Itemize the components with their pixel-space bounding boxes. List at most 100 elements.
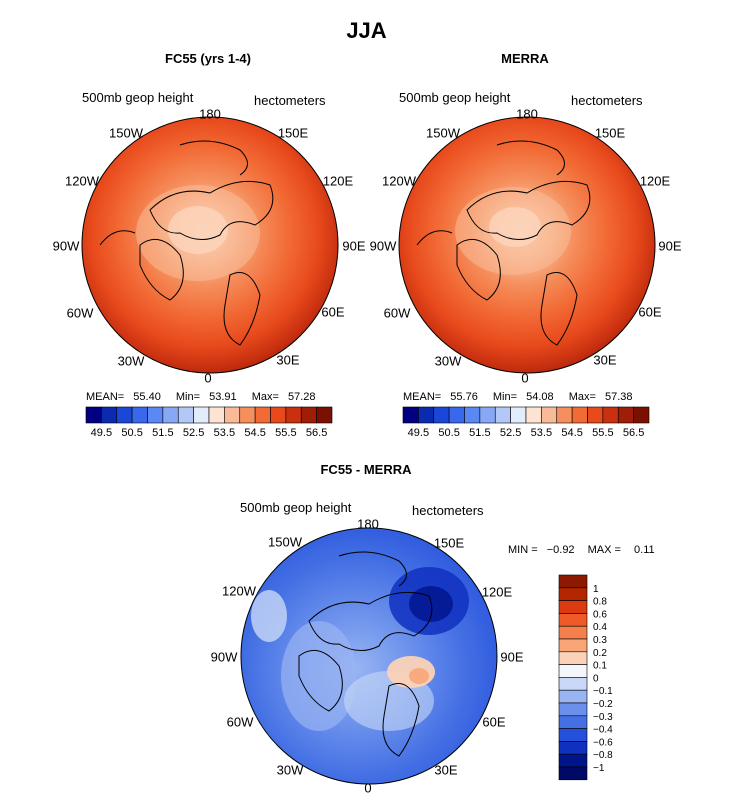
colorbar-tick-label: −0.8 (593, 750, 613, 761)
lon-label-30e: 30E (593, 352, 617, 368)
colorbar-swatch (571, 406, 588, 424)
colorbar-swatch (558, 766, 588, 781)
lon-label-120w: 120W (65, 173, 99, 189)
colorbar-swatch (556, 406, 573, 424)
colorbar-swatch (224, 406, 241, 424)
colorbar-tick-label: 54.5 (244, 427, 265, 439)
colorbar-tick-label: 0.6 (593, 609, 607, 620)
colorbar-swatch (464, 406, 481, 424)
colorbar-tick-label: 0.8 (593, 597, 607, 608)
colorbar-swatch (558, 702, 588, 717)
colorbar-tick-label: −1 (593, 763, 605, 774)
colorbar-swatch (558, 600, 588, 614)
colorbar-swatch (116, 406, 133, 424)
colorbar-tick-label: 50.5 (121, 427, 142, 439)
lon-label-0: 0 (364, 780, 372, 796)
colorbar-tick-label: 50.5 (438, 427, 459, 439)
lon-label-150e: 150E (277, 125, 309, 141)
lon-label-60w: 60W (66, 305, 94, 321)
colorbar-tick-label: −0.2 (593, 699, 613, 710)
lon-label-180: 180 (357, 516, 379, 532)
colorbar-tick-label: 1 (593, 584, 599, 595)
lon-label-150w: 150W (109, 125, 143, 141)
colorbar-swatch (558, 728, 588, 742)
colorbar-swatch (494, 406, 511, 424)
colorbar-swatch (558, 613, 588, 627)
colorbar-tick-label: 51.5 (469, 427, 490, 439)
min-label: Min= (492, 391, 518, 403)
colorbar-swatch (541, 406, 558, 424)
colorbar-swatch (558, 741, 588, 755)
stats-line-merra: MEAN= 55.76 Min= 54.08 Max= 57.38 (403, 391, 633, 403)
colorbar-swatch (558, 677, 588, 691)
colorbar-tick-label: 52.5 (500, 427, 521, 439)
colorbar-swatch (285, 406, 302, 424)
colorbar-swatch (239, 406, 256, 424)
colorbar-tick-label: 49.5 (408, 427, 429, 439)
colorbar-fc55: 49.5 50.5 51.5 52.5 53.5 54.5 55.5 56.5 (85, 406, 333, 439)
colorbar-swatch (558, 651, 588, 665)
lon-label-90e: 90E (500, 649, 524, 665)
colorbar-swatch (448, 406, 465, 424)
max-value: 57.38 (604, 391, 633, 403)
lon-label-30w: 30W (117, 353, 145, 369)
colorbar-swatch (633, 406, 650, 424)
colorbar-swatch (208, 406, 225, 424)
colorbar-swatch (617, 406, 634, 424)
max-label: MAX = (587, 544, 621, 556)
colorbar-swatch (558, 625, 588, 640)
colorbar-tick-label: 55.5 (592, 427, 613, 439)
lon-label-60e: 60E (482, 714, 506, 730)
colorbar-swatch (193, 406, 210, 424)
colorbar-swatch (558, 664, 588, 678)
colorbar-swatch (558, 574, 588, 589)
lon-label-60w: 60W (383, 305, 411, 321)
colorbar-tick-label: 56.5 (306, 427, 327, 439)
colorbar-tick-label: 53.5 (531, 427, 552, 439)
lon-label-180: 180 (199, 106, 221, 122)
colorbar-tick-label: 0.4 (593, 622, 607, 633)
colorbar-tick-label: −0.3 (593, 712, 613, 723)
colorbar-swatch (558, 689, 588, 704)
colorbar-swatch (254, 406, 271, 424)
mean-value: 55.76 (450, 391, 478, 403)
max-value: 57.28 (287, 391, 316, 403)
colorbar-tick-label: 0 (593, 673, 599, 684)
lon-label-120e: 120E (481, 584, 513, 600)
lon-label-150w: 150W (426, 125, 460, 141)
min-value: 53.91 (209, 391, 237, 403)
lon-label-90w: 90W (210, 649, 238, 665)
min-value: 54.08 (526, 391, 554, 403)
colorbar-swatch (510, 406, 527, 424)
main-title: JJA (346, 18, 387, 43)
max-label: Max= (568, 391, 596, 403)
colorbar-tick-label: −0.1 (593, 686, 613, 697)
units-label: hectometers (571, 93, 643, 108)
min-value: −0.92 (546, 544, 575, 556)
colorbar-swatch (558, 587, 588, 601)
stats-line-fc55: MEAN= 55.40 Min= 53.91 Max= 57.28 (86, 391, 316, 403)
lon-label-60w: 60W (226, 714, 254, 730)
min-label: Min= (175, 391, 201, 403)
lon-label-60e: 60E (638, 304, 662, 320)
max-value: 0.11 (634, 544, 655, 556)
lon-label-30e: 30E (434, 762, 458, 778)
min-label: MIN = (508, 544, 538, 556)
colorbar-swatch (525, 406, 542, 424)
lon-label-90w: 90W (369, 238, 397, 254)
max-label: Max= (251, 391, 279, 403)
colorbar-tick-label: 53.5 (214, 427, 235, 439)
panel-title-merra: MERRA (501, 51, 549, 66)
lon-label-60e: 60E (321, 304, 345, 320)
colorbar-swatch (85, 406, 102, 424)
colorbar-swatch (587, 406, 604, 424)
mean-value: 55.40 (133, 391, 161, 403)
lon-label-120w: 120W (382, 173, 416, 189)
lon-label-90w: 90W (52, 238, 80, 254)
mean-label: MEAN= (403, 391, 442, 403)
colorbar-tick-label: 0.3 (593, 635, 607, 646)
colorbar-swatch (131, 406, 148, 424)
colorbar-swatch (433, 406, 450, 424)
lon-label-0: 0 (521, 370, 529, 386)
lon-label-30e: 30E (276, 352, 300, 368)
